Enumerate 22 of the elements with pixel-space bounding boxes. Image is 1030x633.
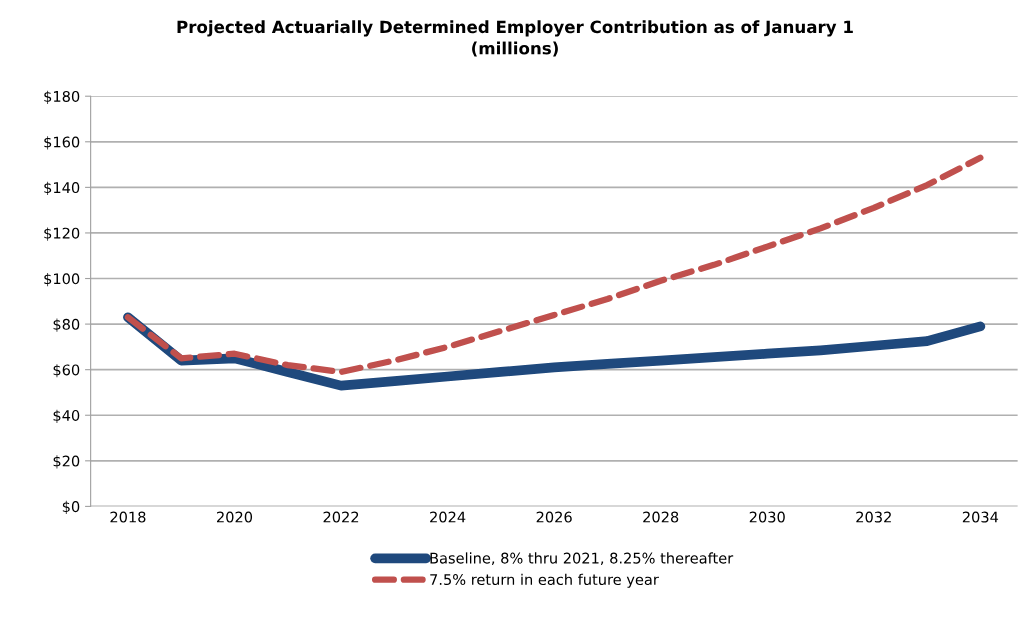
x-tick-label: 2022 xyxy=(323,511,359,523)
x-tick-label: 2030 xyxy=(749,511,785,523)
y-tick-label: $0 xyxy=(62,500,80,515)
x-tick-label: 2026 xyxy=(536,511,572,523)
chart-title: Projected Actuarially Determined Employer Contribution as of January 1 (millions) xyxy=(177,20,853,57)
x-tick-label: 2032 xyxy=(856,511,891,523)
y-tick-label: $180 xyxy=(44,90,80,104)
y-tick-label: $80 xyxy=(53,318,80,332)
x-tick-label: 2018 xyxy=(110,511,146,523)
y-tick-label: $20 xyxy=(53,455,80,469)
x-tick-label: 2034 xyxy=(962,511,999,523)
x-tick-label: 2028 xyxy=(643,511,679,523)
x-tick-label: 2020 xyxy=(217,511,253,523)
legend-label: 7.5% return in each future year xyxy=(430,573,659,588)
x-tick-label: 2024 xyxy=(430,511,466,523)
y-tick-label: $40 xyxy=(53,409,80,423)
y-tick-label: $160 xyxy=(44,136,80,150)
y-tick-label: $140 xyxy=(44,181,80,196)
y-tick-label: $60 xyxy=(53,364,80,378)
y-tick-label: $100 xyxy=(44,272,80,287)
legend-label: Baseline, 8% thru 2021, 8.25% thereafter xyxy=(430,552,734,566)
y-tick-label: $120 xyxy=(44,227,80,241)
